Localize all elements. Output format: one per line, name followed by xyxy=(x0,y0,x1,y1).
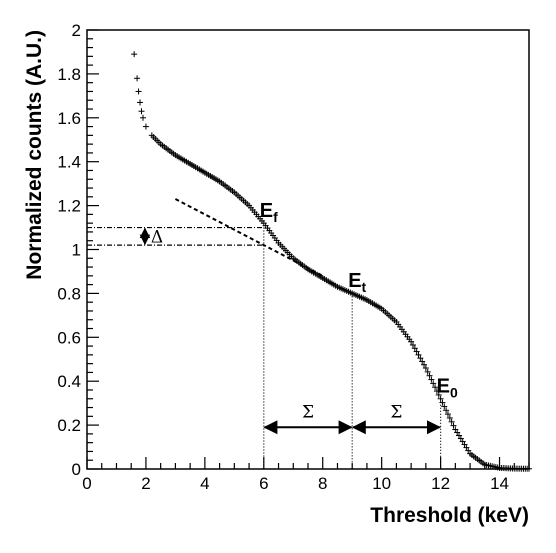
data-point xyxy=(142,123,149,130)
data-point xyxy=(446,414,453,421)
data-series xyxy=(131,51,532,472)
data-point xyxy=(430,380,437,387)
y-tick-label: 1 xyxy=(72,241,81,260)
data-point xyxy=(461,441,468,448)
x-tick-label: 8 xyxy=(318,474,327,493)
data-point xyxy=(137,99,144,106)
y-tick-label: 0.4 xyxy=(57,372,81,391)
y-tick-label: 1.6 xyxy=(57,109,81,128)
data-point xyxy=(417,355,424,362)
data-point xyxy=(138,108,145,115)
x-tick-label: 14 xyxy=(490,474,509,493)
x-tick-label: 2 xyxy=(141,474,150,493)
data-point xyxy=(428,376,435,383)
y-axis: 0 0.2 0.4 0.6 0.8 1 1.2 1.4 1.6 1.8 2 xyxy=(57,21,99,479)
delta-label: Δ xyxy=(151,227,163,247)
x-axis-label: Threshold (keV) xyxy=(370,504,529,527)
reference-lines xyxy=(87,226,442,469)
x-tick-label: 12 xyxy=(431,474,450,493)
energy-annotation: E0 xyxy=(437,376,458,401)
y-tick-label: 1.8 xyxy=(57,65,81,84)
data-point xyxy=(463,444,470,451)
data-point xyxy=(443,407,450,414)
data-point xyxy=(422,365,429,372)
data-point xyxy=(135,88,142,95)
data-point xyxy=(432,384,439,391)
data-point xyxy=(526,465,532,472)
data-point xyxy=(441,403,448,410)
x-axis: 0 2 4 6 8 10 12 14 xyxy=(82,457,530,493)
data-point xyxy=(433,388,440,395)
x-tick-label: 4 xyxy=(200,474,209,493)
data-point xyxy=(421,361,428,368)
data-point xyxy=(409,341,416,348)
y-tick-label: 0 xyxy=(72,460,81,479)
x-tick-label: 10 xyxy=(372,474,391,493)
data-point xyxy=(452,426,459,433)
data-point xyxy=(448,418,455,425)
y-tick-label: 1.4 xyxy=(57,153,81,172)
data-point xyxy=(459,438,466,445)
x-tick-label: 6 xyxy=(259,474,268,493)
sigma-arrows: Σ Σ Δ xyxy=(139,227,442,435)
data-point xyxy=(437,395,444,402)
data-point xyxy=(131,51,138,58)
data-point xyxy=(450,422,457,429)
data-point xyxy=(413,348,420,355)
data-point xyxy=(435,391,442,398)
data-point xyxy=(426,372,433,379)
data-point xyxy=(134,75,141,82)
data-point xyxy=(465,447,472,454)
sigma-label: Σ xyxy=(390,402,402,422)
data-point xyxy=(456,432,463,439)
energy-annotation: Ef xyxy=(260,200,278,225)
data-point xyxy=(408,338,415,345)
sigma-label: Σ xyxy=(302,402,314,422)
data-point xyxy=(457,435,464,442)
energy-annotation: Et xyxy=(348,270,366,295)
y-tick-label: 2 xyxy=(72,21,81,40)
data-point xyxy=(415,351,422,358)
x-tick-label: 0 xyxy=(82,474,91,493)
annotations: Ef Et E0 xyxy=(260,200,458,401)
y-tick-label: 0.2 xyxy=(57,416,81,435)
y-tick-label: 0.8 xyxy=(57,284,81,303)
data-point xyxy=(419,358,426,365)
data-point xyxy=(439,399,446,406)
data-point xyxy=(411,345,418,352)
y-tick-label: 1.2 xyxy=(57,197,81,216)
y-axis-label: Normalized counts (A.U.) xyxy=(23,30,46,280)
data-point xyxy=(424,368,431,375)
data-point xyxy=(139,114,146,121)
data-point xyxy=(454,429,461,436)
y-tick-label: 0.6 xyxy=(57,328,81,347)
data-point xyxy=(444,411,451,418)
